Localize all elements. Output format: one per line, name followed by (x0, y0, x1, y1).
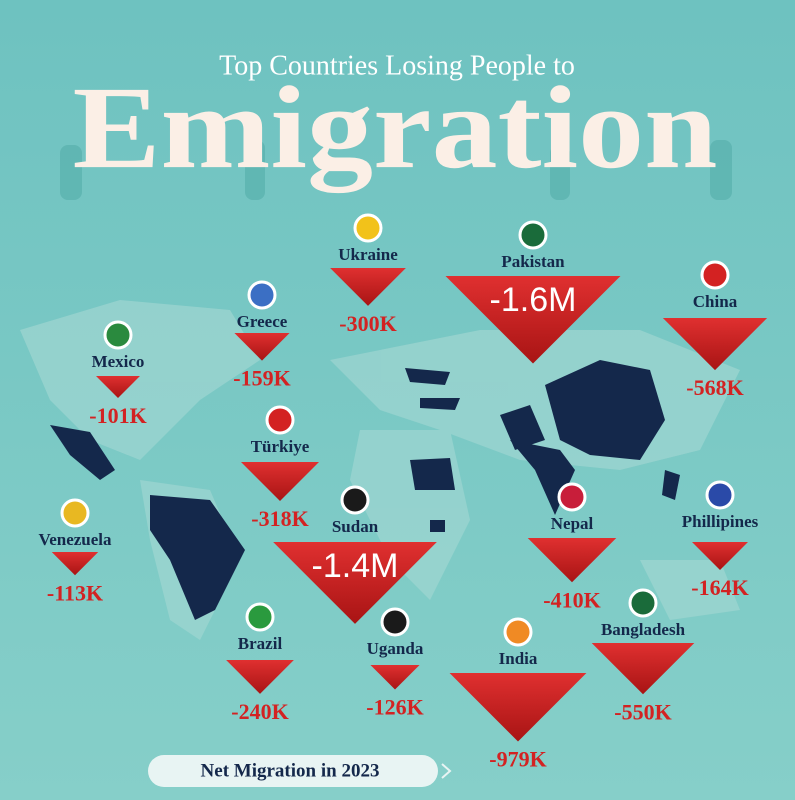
flag (557, 482, 587, 512)
triangle (691, 542, 749, 571)
triangle (591, 643, 695, 695)
flag (103, 320, 133, 350)
country-name: China (693, 292, 738, 311)
country-name: Venezuela (38, 530, 112, 549)
flag (705, 480, 735, 510)
value-label: -300K (339, 311, 396, 336)
country-name: India (499, 649, 538, 668)
flag (265, 405, 295, 435)
triangle (51, 552, 99, 576)
footer-arrow (441, 763, 452, 779)
triangle (370, 665, 420, 690)
value-label: -126K (366, 695, 423, 720)
value-label: -318K (251, 506, 308, 531)
subtitle: Emigration (73, 62, 718, 193)
triangle (226, 660, 294, 694)
country-name: Bangladesh (601, 620, 686, 639)
flag (380, 607, 410, 637)
flag (247, 280, 277, 310)
value-label: -979K (489, 746, 546, 771)
title: Top Countries Losing People to (219, 50, 575, 81)
value-label: -1.6M (490, 281, 577, 319)
flag (518, 220, 548, 250)
triangle (330, 268, 406, 306)
value-label: -113K (47, 580, 103, 605)
flag (340, 485, 370, 515)
triangle (234, 333, 290, 361)
triangle (527, 538, 617, 583)
triangle (449, 673, 587, 742)
triangle (445, 276, 621, 364)
value-label: -1.4M (312, 547, 399, 585)
footer-pill (148, 755, 438, 787)
flag (503, 617, 533, 647)
flag (60, 498, 90, 528)
triangle (662, 318, 768, 371)
value-label: -101K (89, 403, 146, 428)
country-name: Greece (237, 312, 288, 331)
highlighted-countries (50, 360, 680, 620)
value-label: -568K (686, 375, 743, 400)
triangle (273, 542, 437, 624)
value-label: -550K (614, 699, 671, 724)
flag (700, 260, 730, 290)
country-name: Türkiye (251, 437, 310, 456)
country-name: Uganda (367, 639, 424, 658)
flag (628, 588, 658, 618)
triangle (96, 376, 140, 398)
flag (353, 213, 383, 243)
country-name: Nepal (551, 514, 594, 533)
value-label: -240K (231, 699, 288, 724)
country-name: Brazil (238, 634, 283, 653)
country-name: Ukraine (338, 245, 398, 264)
value-label: -164K (691, 575, 748, 600)
footer: Net Migration in 2023 (201, 760, 380, 781)
country-name: Pakistan (501, 252, 565, 271)
value-label: -159K (233, 366, 290, 391)
walkers (60, 140, 732, 200)
country-name: Phillipines (682, 512, 759, 531)
flag (245, 602, 275, 632)
country-name: Sudan (332, 517, 379, 536)
country-name: Mexico (92, 352, 145, 371)
triangle (240, 462, 320, 502)
value-label: -410K (543, 587, 600, 612)
